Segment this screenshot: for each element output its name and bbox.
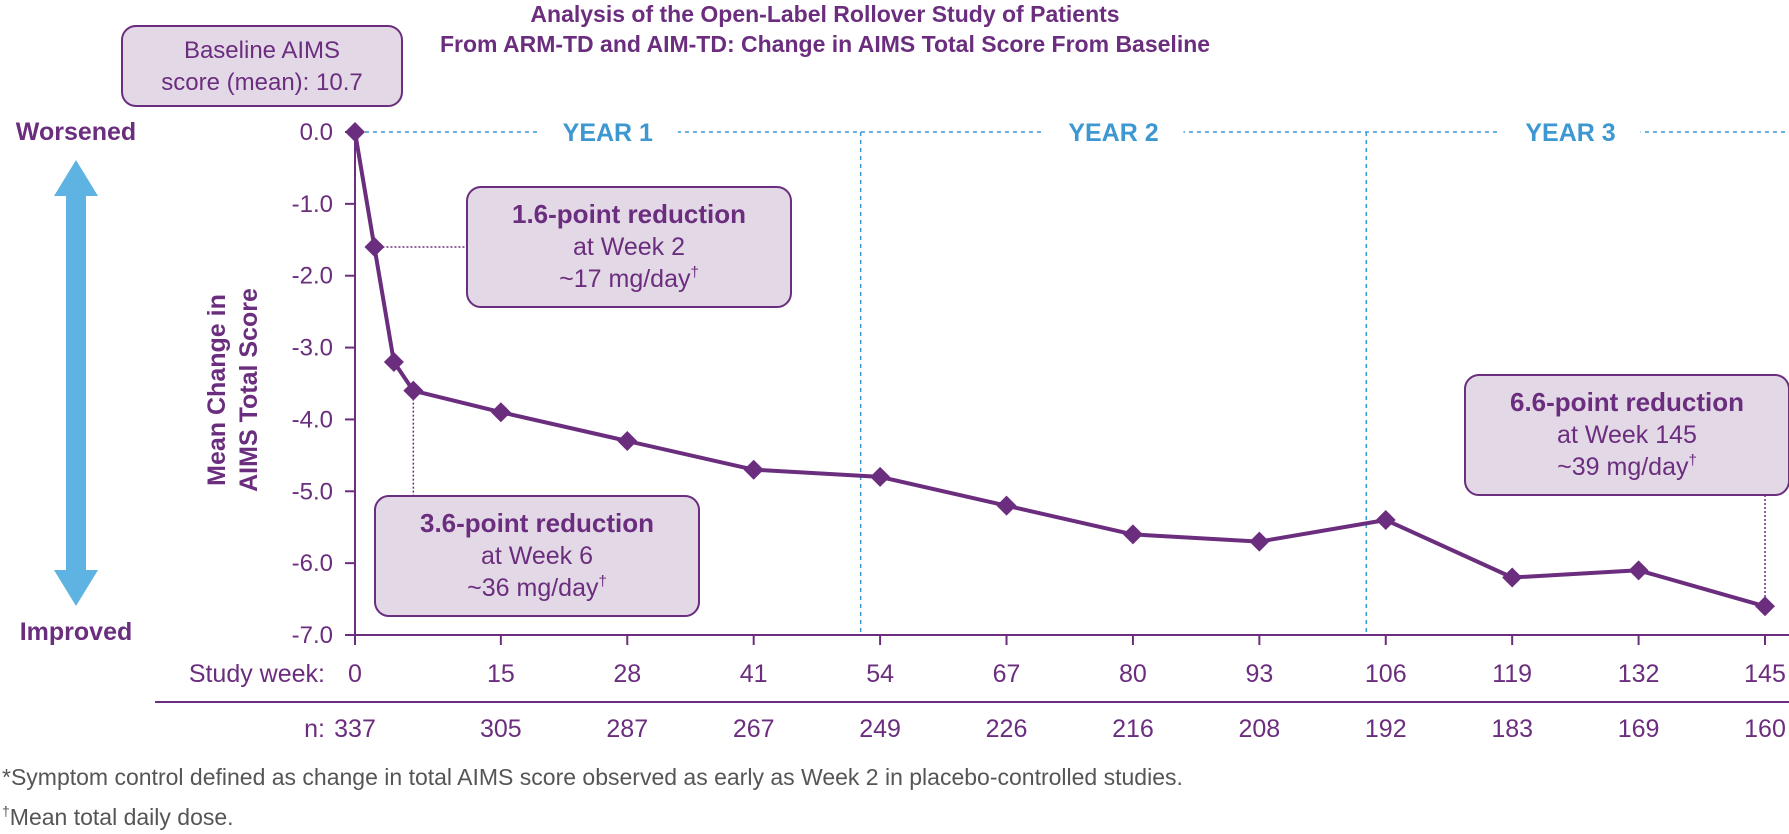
n-label: n:	[304, 715, 325, 743]
annotation-dose-dagger: †	[1689, 452, 1697, 469]
y-tick-label: -6.0	[292, 550, 333, 577]
year-label-bg-2	[1043, 116, 1184, 148]
annotation-dose-value: ~36 mg/day	[467, 574, 599, 602]
baseline-box-line2: score (mean): 10.7	[161, 69, 362, 96]
axis-layer: 0.0 -1.0 -2.0 -3.0 -4.0 -5.0 -6.0 -7.0 0 337 15 305…	[155, 119, 1789, 743]
data-point	[490, 402, 511, 423]
chart-title: Analysis of the Open-Label Rollover Stud…	[530, 1, 1119, 27]
data-point	[743, 459, 764, 480]
data-point	[1628, 560, 1649, 581]
n-value: 287	[606, 715, 648, 743]
n-value: 169	[1618, 715, 1660, 743]
n-value: 305	[480, 715, 522, 743]
annotation-title: 6.6-point reduction	[1510, 387, 1744, 417]
annotation-dose-value: ~39 mg/day	[1557, 453, 1689, 481]
y-tick-label: -7.0	[292, 622, 333, 649]
data-point	[1375, 510, 1396, 531]
annotation-title: 1.6-point reduction	[512, 199, 746, 229]
year-layer: YEAR 1 YEAR 2 YEAR 3	[365, 116, 1789, 635]
data-point	[870, 466, 891, 487]
year-label-3: YEAR 3	[1525, 119, 1615, 147]
annotation-dose: ~36 mg/day†	[467, 573, 607, 602]
data-point	[1755, 596, 1775, 617]
n-value: 337	[334, 715, 376, 743]
x-tick-label: 28	[613, 660, 641, 688]
x-tick-label: 54	[866, 660, 894, 688]
y-tick-label: -4.0	[292, 406, 333, 433]
footnote-layer: *Symptom control defined as change in to…	[2, 764, 1183, 830]
leader-layer	[382, 246, 1766, 599]
x-tick-label: 145	[1744, 660, 1786, 688]
year-label-1: YEAR 1	[563, 119, 653, 147]
x-tick-label: 67	[993, 660, 1021, 688]
x-tick-label: 132	[1618, 660, 1660, 688]
n-value: 183	[1491, 715, 1533, 743]
x-axis-label: Study week:	[189, 660, 325, 688]
annotation-dose-dagger: †	[599, 573, 607, 590]
x-tick-label: 0	[348, 660, 362, 688]
data-point	[345, 122, 365, 142]
n-value: 160	[1744, 715, 1786, 743]
baseline-box-line1: Baseline AIMS	[184, 37, 340, 64]
data-point	[1122, 524, 1143, 545]
annotation-dose: ~17 mg/day†	[559, 264, 699, 293]
n-value: 192	[1365, 715, 1407, 743]
footnote-2: †Mean total daily dose.	[2, 803, 234, 830]
annotation-title: 3.6-point reduction	[420, 508, 654, 538]
footnote-2-text: Mean total daily dose.	[10, 804, 234, 830]
annotation-box-1	[466, 186, 792, 308]
y-axis-label-line1: Mean Change in	[203, 294, 231, 486]
series-layer	[345, 122, 1775, 617]
direction-arrow	[54, 160, 98, 606]
y-tick-label: -3.0	[292, 335, 333, 362]
x-tick-label: 15	[487, 660, 515, 688]
year-label-bg-3	[1500, 116, 1641, 148]
data-point	[364, 236, 385, 257]
data-point	[1502, 567, 1523, 588]
year-label-2: YEAR 2	[1068, 119, 1158, 147]
y-tick-label: -1.0	[292, 191, 333, 218]
n-value: 267	[733, 715, 775, 743]
x-tick-label: 80	[1119, 660, 1147, 688]
annotation-week: at Week 6	[481, 542, 593, 570]
x-tick-label: 41	[740, 660, 768, 688]
x-tick-label: 119	[1492, 660, 1532, 688]
y-tick-label: -5.0	[292, 478, 333, 505]
annotation-box-3	[1464, 374, 1789, 496]
n-value: 249	[859, 715, 901, 743]
annotation-dose-dagger: †	[691, 264, 699, 281]
data-point	[403, 380, 424, 401]
baseline-box	[121, 25, 403, 107]
annotation-dose-value: ~17 mg/day	[559, 265, 691, 293]
y-tick-label: 0.0	[300, 119, 333, 146]
annotation-box-2	[374, 495, 700, 617]
x-tick-label: 106	[1365, 660, 1407, 688]
improved-label: Improved	[20, 618, 133, 646]
data-point	[996, 495, 1017, 516]
n-value: 216	[1112, 715, 1154, 743]
data-point	[1249, 531, 1270, 552]
year-label-bg-1	[537, 116, 678, 148]
footnote-1: *Symptom control defined as change in to…	[2, 764, 1183, 790]
y-tick-label: -2.0	[292, 263, 333, 290]
y-axis-label-line2: AIMS Total Score	[235, 288, 263, 492]
n-value: 208	[1238, 715, 1280, 743]
chart-subtitle: From ARM-TD and AIM-TD: Change in AIMS T…	[440, 31, 1210, 57]
annotation-week: at Week 145	[1557, 421, 1697, 449]
annotation-week: at Week 2	[573, 233, 685, 261]
data-point	[617, 430, 638, 451]
data-point	[383, 351, 404, 372]
worsened-label: Worsened	[16, 118, 136, 146]
n-value: 226	[986, 715, 1028, 743]
annotation-dose: ~39 mg/day†	[1557, 452, 1697, 481]
footnote-2-dagger: †	[2, 803, 10, 819]
x-tick-label: 93	[1245, 660, 1273, 688]
